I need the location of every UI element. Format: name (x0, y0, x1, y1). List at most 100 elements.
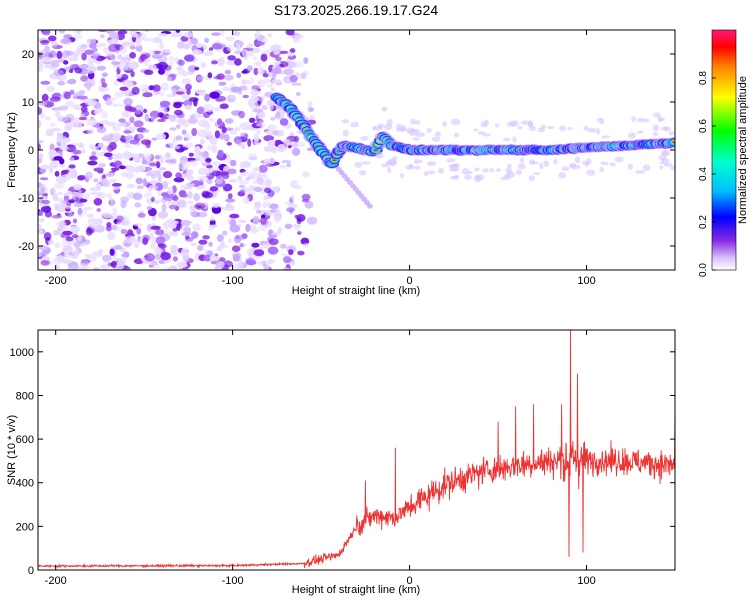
noise-blob (117, 54, 123, 60)
ridge-halo-cell (652, 132, 659, 137)
noise-blob (184, 220, 193, 224)
noise-blob (188, 152, 194, 157)
noise-blob (240, 132, 246, 138)
noise-blob (100, 212, 112, 219)
noise-blob (252, 56, 258, 61)
noise-blob (50, 59, 60, 68)
ridge-halo-cell (388, 159, 398, 167)
noise-blob (59, 105, 69, 111)
noise-blob (159, 167, 167, 171)
noise-blob (258, 79, 266, 88)
noise-blob (152, 84, 161, 92)
ridge-halo-cell (426, 161, 437, 167)
spectrogram-y-tick-label: 10 (22, 97, 34, 109)
noise-blob (239, 189, 245, 193)
noise-blob (87, 57, 95, 64)
noise-blob (83, 82, 93, 88)
noise-blob (94, 195, 106, 199)
noise-blob (135, 177, 144, 184)
noise-blob (306, 216, 318, 225)
noise-blob (67, 213, 74, 218)
noise-blob (224, 69, 232, 75)
ridge-halo-cell (442, 120, 447, 127)
ridge-halo-cell (484, 119, 489, 127)
noise-blob (122, 80, 134, 88)
noise-blob (224, 118, 234, 124)
noise-blob (157, 33, 168, 37)
noise-blob (176, 223, 181, 232)
ridge-halo-cell (412, 137, 420, 141)
ridge-halo-cell (449, 168, 459, 172)
ridge-halo-cell (587, 127, 597, 133)
noise-blob (90, 191, 100, 196)
noise-blob (194, 66, 200, 71)
spectrogram-y-tick-label: -20 (18, 241, 34, 253)
noise-blob (131, 86, 140, 95)
ridge-halo-cell (561, 166, 570, 172)
noise-blob (150, 225, 161, 230)
noise-blob (65, 100, 76, 108)
ridge-halo-cell (454, 132, 460, 138)
ridge-halo-cell (482, 133, 491, 137)
noise-blob (255, 123, 266, 127)
colorbar-gradient (711, 29, 737, 271)
ridge-halo-cell (600, 161, 609, 166)
noise-blob (130, 153, 140, 158)
ridge-halo-cell (660, 158, 671, 163)
snr-series-line (38, 330, 675, 569)
ridge-halo-cell (609, 162, 616, 167)
noise-blob (308, 107, 314, 112)
noise-blob (157, 61, 168, 70)
noise-blob (75, 196, 84, 204)
spectrogram-x-tick-label: 100 (577, 275, 595, 287)
noise-blob (188, 159, 199, 167)
noise-blob (49, 161, 59, 168)
ridge-halo-cell (502, 137, 511, 142)
noise-blob (291, 147, 301, 156)
noise-blob (263, 264, 270, 270)
noise-blob (191, 231, 198, 239)
noise-blob (186, 169, 194, 176)
noise-blob (262, 37, 268, 44)
noise-blob (225, 198, 236, 203)
noise-blob (85, 240, 90, 245)
noise-blob (253, 186, 263, 192)
noise-blob (304, 200, 314, 209)
noise-blob (268, 203, 279, 210)
noise-blob (128, 125, 138, 131)
noise-blob (133, 242, 139, 249)
noise-blob (137, 153, 144, 159)
noise-blob (52, 194, 59, 201)
noise-blob (253, 62, 262, 66)
noise-blob (149, 170, 161, 177)
ridge-halo-cell (410, 118, 416, 125)
noise-blob (226, 44, 234, 52)
ridge-halo-cell (516, 169, 522, 176)
ridge-halo-cell (494, 123, 500, 128)
noise-blob (169, 145, 181, 150)
noise-blob (255, 30, 261, 37)
noise-blob (54, 108, 60, 113)
noise-blob (151, 260, 158, 266)
noise-blob (133, 156, 141, 163)
noise-blob (75, 121, 83, 128)
noise-blob (129, 45, 136, 50)
noise-blob (42, 57, 51, 63)
noise-blob (191, 127, 198, 137)
noise-blob (76, 95, 88, 100)
noise-blob (187, 117, 198, 124)
noise-blob (61, 259, 73, 264)
ridge-halo-cell (539, 162, 544, 170)
noise-blob (145, 140, 151, 149)
noise-blob (49, 167, 54, 174)
ridge-halo-cell (663, 126, 672, 132)
noise-blob (38, 143, 41, 151)
ridge-halo-cell (512, 136, 517, 143)
spectrogram-x-axis: -200 -100 0 100 (45, 30, 596, 287)
ridge-halo-cell (642, 118, 650, 123)
noise-blob (190, 242, 197, 247)
noise-blob (120, 171, 130, 178)
noise-blob (180, 70, 189, 77)
noise-blob (100, 87, 110, 92)
